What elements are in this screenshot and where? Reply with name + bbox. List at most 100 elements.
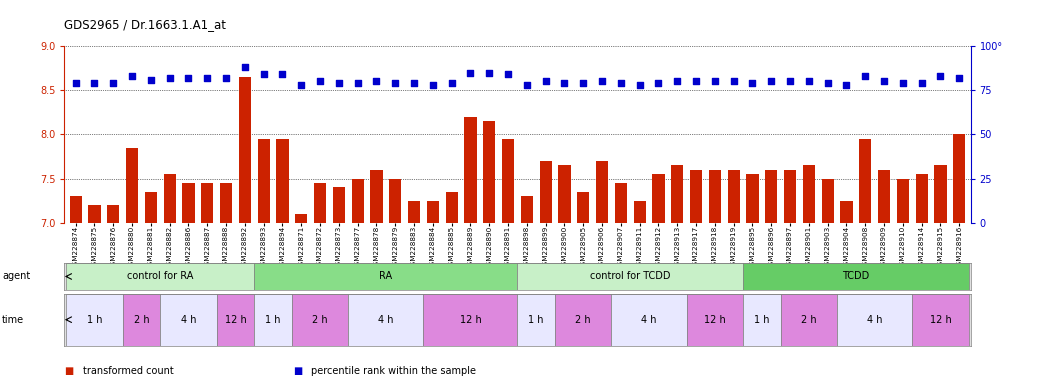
- Bar: [672, 165, 683, 223]
- Text: time: time: [2, 314, 24, 325]
- Point: [688, 78, 705, 84]
- Text: transformed count: transformed count: [83, 366, 173, 376]
- Point: [538, 78, 554, 84]
- Point: [838, 82, 854, 88]
- Bar: [916, 174, 928, 223]
- Point: [913, 80, 930, 86]
- Point: [218, 75, 235, 81]
- Point: [763, 78, 780, 84]
- Bar: [897, 179, 909, 223]
- Bar: [953, 134, 965, 223]
- Text: 4 h: 4 h: [641, 314, 657, 325]
- Bar: [746, 174, 759, 223]
- Point: [161, 75, 177, 81]
- Bar: [934, 165, 947, 223]
- Point: [425, 82, 441, 88]
- Bar: [743, 294, 781, 346]
- Text: TCDD: TCDD: [842, 271, 870, 281]
- Point: [124, 73, 140, 79]
- Text: ■: ■: [64, 366, 74, 376]
- Text: RA: RA: [379, 271, 392, 281]
- Point: [575, 80, 592, 86]
- Text: 1 h: 1 h: [87, 314, 102, 325]
- Text: 1 h: 1 h: [528, 314, 544, 325]
- Text: 2 h: 2 h: [801, 314, 817, 325]
- Bar: [687, 294, 743, 346]
- Point: [443, 80, 460, 86]
- Text: percentile rank within the sample: percentile rank within the sample: [311, 366, 476, 376]
- Bar: [821, 179, 834, 223]
- Bar: [878, 170, 891, 223]
- Point: [255, 71, 272, 78]
- Bar: [144, 192, 157, 223]
- Text: 4 h: 4 h: [378, 314, 393, 325]
- Point: [612, 80, 629, 86]
- Bar: [348, 294, 424, 346]
- Bar: [521, 196, 532, 223]
- Bar: [295, 214, 307, 223]
- Bar: [912, 294, 968, 346]
- Bar: [577, 192, 590, 223]
- Text: 1 h: 1 h: [754, 314, 769, 325]
- Point: [142, 76, 159, 83]
- Point: [951, 75, 967, 81]
- Bar: [728, 170, 740, 223]
- Bar: [70, 196, 82, 223]
- Bar: [126, 148, 138, 223]
- Point: [368, 78, 385, 84]
- Point: [726, 78, 742, 84]
- Text: 4 h: 4 h: [181, 314, 196, 325]
- Point: [481, 70, 497, 76]
- Text: 2 h: 2 h: [134, 314, 149, 325]
- Bar: [464, 117, 476, 223]
- Point: [67, 80, 84, 86]
- Point: [519, 82, 536, 88]
- Bar: [611, 294, 687, 346]
- Point: [199, 75, 216, 81]
- Point: [876, 78, 893, 84]
- Bar: [517, 263, 743, 290]
- Bar: [276, 139, 289, 223]
- Bar: [743, 263, 968, 290]
- Point: [631, 82, 648, 88]
- Bar: [802, 165, 815, 223]
- Bar: [313, 183, 326, 223]
- Bar: [517, 294, 555, 346]
- Bar: [424, 294, 517, 346]
- Bar: [88, 205, 101, 223]
- Bar: [652, 174, 664, 223]
- Bar: [408, 201, 420, 223]
- Bar: [614, 183, 627, 223]
- Bar: [709, 170, 721, 223]
- Bar: [333, 187, 345, 223]
- Point: [387, 80, 404, 86]
- Bar: [164, 174, 175, 223]
- Bar: [371, 170, 383, 223]
- Point: [819, 80, 836, 86]
- Text: 2 h: 2 h: [575, 314, 591, 325]
- Point: [105, 80, 121, 86]
- Bar: [220, 183, 233, 223]
- Bar: [254, 263, 517, 290]
- Point: [650, 80, 666, 86]
- Point: [274, 71, 291, 78]
- Bar: [389, 179, 402, 223]
- Bar: [483, 121, 495, 223]
- Bar: [841, 201, 852, 223]
- Bar: [765, 170, 777, 223]
- Bar: [781, 294, 837, 346]
- Text: 4 h: 4 h: [867, 314, 882, 325]
- Point: [556, 80, 573, 86]
- Bar: [107, 205, 119, 223]
- Point: [181, 75, 197, 81]
- Bar: [540, 161, 552, 223]
- Text: 12 h: 12 h: [704, 314, 726, 325]
- Bar: [160, 294, 217, 346]
- Point: [744, 80, 761, 86]
- Text: 12 h: 12 h: [224, 314, 246, 325]
- Point: [330, 80, 347, 86]
- Point: [311, 78, 328, 84]
- Bar: [555, 294, 611, 346]
- Text: agent: agent: [2, 271, 30, 281]
- Bar: [690, 170, 702, 223]
